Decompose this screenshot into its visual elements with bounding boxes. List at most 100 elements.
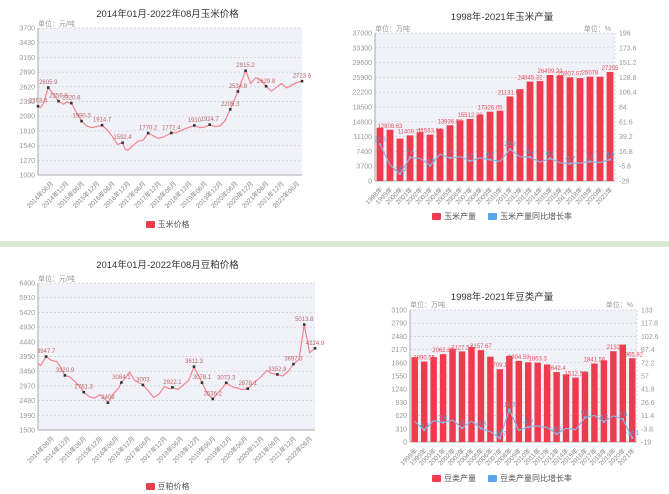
svg-text:-4.5: -4.5 <box>425 158 436 164</box>
svg-text:25907.07: 25907.07 <box>557 71 583 77</box>
svg-text:1904.59: 1904.59 <box>508 355 530 361</box>
svg-text:61.6: 61.6 <box>619 119 633 126</box>
bean-production-chart: 0 -19 310 -3.8 620 11.4 930 26.6 1240 41.8 1550 57 1… <box>391 308 658 468</box>
svg-text:2320.8: 2320.8 <box>62 96 81 102</box>
svg-text:7.6: 7.6 <box>406 150 415 156</box>
svg-text:196: 196 <box>619 31 631 38</box>
svg-text:0.7: 0.7 <box>486 153 495 159</box>
svg-text:1990: 1990 <box>19 413 35 420</box>
svg-text:33300: 33300 <box>353 45 373 52</box>
svg-text:-9.8: -9.8 <box>551 427 562 433</box>
bean-production-title: 1998年-2021年豆类产量 <box>450 292 554 303</box>
svg-text:173.6: 173.6 <box>619 45 637 52</box>
svg-text:1910: 1910 <box>188 118 202 124</box>
svg-text:1841.56: 1841.56 <box>584 358 606 364</box>
bean-production-unit-right: 单位：% <box>605 302 633 309</box>
svg-text:72.2: 72.2 <box>641 360 655 367</box>
svg-text:2157.67: 2157.67 <box>470 344 492 350</box>
svg-text:310: 310 <box>395 426 407 433</box>
svg-text:18.3: 18.3 <box>503 403 515 409</box>
svg-text:930: 930 <box>395 400 407 407</box>
svg-text:1512.58: 1512.58 <box>565 372 587 378</box>
soymeal-price-chart: 1500 1990 2480 2970 3460 3950 4440 4930 5420 5910… <box>19 281 325 465</box>
svg-text:1965.82: 1965.82 <box>621 352 643 358</box>
svg-text:3003: 3003 <box>136 377 150 383</box>
legend-item[interactable]: 玉米产量同比增长率 <box>488 211 572 222</box>
corn-price-legend: 玉米价格 <box>0 219 335 230</box>
svg-text:2080: 2080 <box>19 114 35 121</box>
svg-text:15512.26: 15512.26 <box>457 113 483 119</box>
svg-text:3697.3: 3697.3 <box>284 357 303 363</box>
svg-text:4224.9: 4224.9 <box>306 341 325 347</box>
svg-text:29600: 29600 <box>353 60 373 67</box>
svg-text:8.2: 8.2 <box>526 150 535 156</box>
svg-text:1890.55: 1890.55 <box>413 355 435 361</box>
svg-text:-19: -19 <box>641 440 651 447</box>
svg-text:11.4: 11.4 <box>641 413 654 420</box>
svg-text:1642.4: 1642.4 <box>547 366 566 372</box>
section-divider <box>0 241 669 247</box>
svg-text:1540: 1540 <box>19 143 35 150</box>
svg-text:41.8: 41.8 <box>641 387 655 394</box>
corn-production-legend: 玉米产量 玉米产量同比增长率 <box>335 211 669 222</box>
svg-text:2620: 2620 <box>19 84 35 91</box>
svg-text:3700: 3700 <box>356 164 372 171</box>
red-series-swatch-icon <box>432 213 441 220</box>
svg-text:25900: 25900 <box>353 75 373 82</box>
svg-text:26.6: 26.6 <box>641 400 655 407</box>
svg-text:27255: 27255 <box>602 66 619 72</box>
svg-text:14800: 14800 <box>353 119 373 126</box>
svg-text:1990.3: 1990.3 <box>72 114 91 120</box>
corn-production-panel: 1998年-2021年玉米产量 单位：万吨 单位：% 0 -28 3700 -5.6 7… <box>335 0 669 240</box>
svg-text:3430: 3430 <box>19 40 35 47</box>
blue-series-swatch-icon <box>488 475 497 482</box>
svg-text:18500: 18500 <box>353 105 373 112</box>
legend-item[interactable]: 豆类产量 <box>432 473 476 484</box>
svg-text:5013.8: 5013.8 <box>295 317 314 323</box>
svg-text:57: 57 <box>641 374 649 381</box>
svg-text:2605.9: 2605.9 <box>39 80 58 86</box>
svg-text:2534.8: 2534.8 <box>229 84 248 90</box>
svg-text:4930: 4930 <box>19 325 35 332</box>
legend-item[interactable]: 玉米价格 <box>145 219 190 230</box>
svg-text:9.1: 9.1 <box>581 411 590 417</box>
svg-text:4.3: 4.3 <box>600 415 609 421</box>
svg-text:2629.8: 2629.8 <box>257 79 276 85</box>
svg-text:5910: 5910 <box>19 295 35 302</box>
red-series-swatch-icon <box>145 221 155 228</box>
soymeal-price-unit: 单位：元/吨 <box>38 276 75 283</box>
svg-text:87.4: 87.4 <box>641 347 655 354</box>
svg-text:7400: 7400 <box>356 149 372 156</box>
legend-label: 玉米产量 <box>444 212 476 221</box>
svg-text:2263.4: 2263.4 <box>29 99 48 105</box>
svg-text:2480: 2480 <box>391 334 407 341</box>
svg-text:1770.2: 1770.2 <box>139 126 158 132</box>
svg-text:21131.55: 21131.55 <box>498 90 523 96</box>
svg-text:117.8: 117.8 <box>641 321 658 328</box>
svg-text:1863.3: 1863.3 <box>529 357 548 363</box>
legend-item[interactable]: 豆类产量同比增长率 <box>488 473 572 484</box>
svg-text:2761.3: 2761.3 <box>75 385 94 391</box>
svg-text:2915.2: 2915.2 <box>236 63 255 69</box>
red-series-swatch-icon <box>145 483 155 490</box>
corn-price-unit: 单位：元/吨 <box>38 21 75 28</box>
svg-text:620: 620 <box>395 413 407 420</box>
svg-text:-3.8: -3.8 <box>641 426 653 433</box>
svg-text:1592.4: 1592.4 <box>113 135 132 141</box>
legend-item[interactable]: 豆粕价格 <box>145 481 190 492</box>
svg-text:37000: 37000 <box>353 31 373 38</box>
svg-text:106.4: 106.4 <box>619 90 637 97</box>
svg-text:2890: 2890 <box>19 70 35 77</box>
svg-text:1000: 1000 <box>19 173 35 180</box>
bean-production-legend: 豆类产量 豆类产量同比增长率 <box>335 473 669 484</box>
svg-text:22200: 22200 <box>353 90 373 97</box>
svg-text:4440: 4440 <box>19 339 35 346</box>
corn-production-unit-left: 单位：万吨 <box>375 26 410 33</box>
legend-item[interactable]: 玉米产量 <box>432 211 476 222</box>
corn-price-panel: 2014年01月-2022年08月玉米价格 单位：元/吨 1000 1270 154… <box>0 0 335 240</box>
svg-text:128.8: 128.8 <box>619 75 637 82</box>
svg-text:3100: 3100 <box>391 308 407 315</box>
soymeal-price-legend: 豆粕价格 <box>0 481 335 492</box>
svg-text:17326.05: 17326.05 <box>477 106 503 112</box>
